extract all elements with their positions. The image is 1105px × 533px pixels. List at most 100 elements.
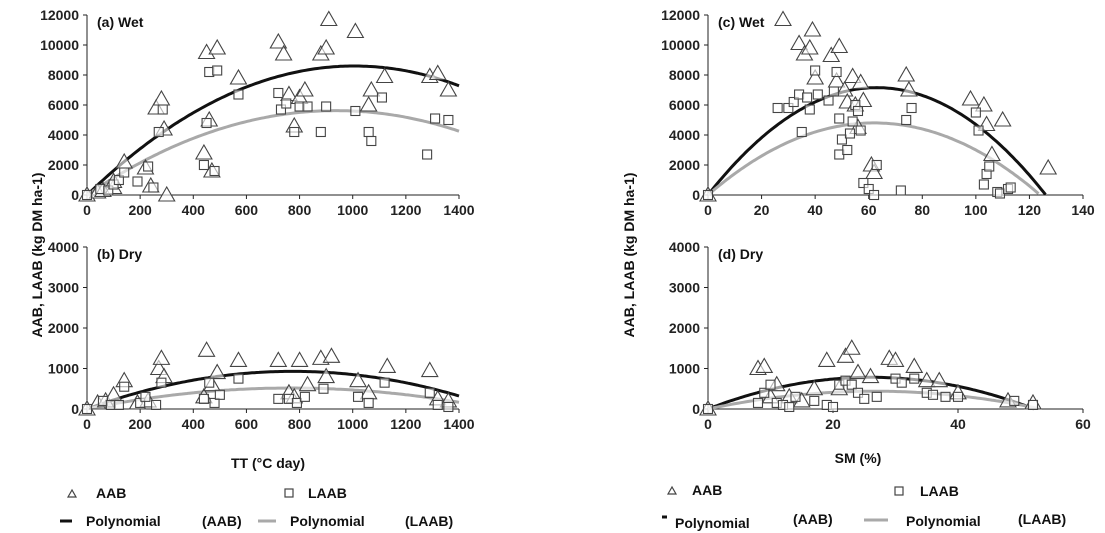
laab-point bbox=[201, 117, 212, 129]
x-axis-label-right: SM (%) bbox=[835, 450, 882, 466]
laab-point bbox=[443, 401, 454, 413]
laab-point bbox=[852, 387, 864, 398]
laab-point bbox=[132, 176, 143, 187]
laab-point bbox=[871, 391, 882, 402]
laab-point bbox=[784, 401, 795, 413]
y-tick-label: 3000 bbox=[48, 280, 79, 296]
laab-point bbox=[103, 185, 114, 196]
laab-point bbox=[984, 161, 995, 172]
laab-point bbox=[852, 105, 864, 117]
laab-point bbox=[198, 159, 209, 171]
y-tick-label: 2000 bbox=[669, 157, 700, 173]
laab-point bbox=[752, 397, 764, 408]
x-tick-label: 1400 bbox=[443, 202, 474, 218]
aab-point bbox=[290, 351, 309, 367]
x-tick-label: 1000 bbox=[337, 202, 368, 218]
laab-point bbox=[702, 403, 714, 415]
aab-point bbox=[378, 357, 397, 374]
fit-line-laab bbox=[86, 109, 460, 197]
aab-point bbox=[843, 67, 862, 84]
laab-point bbox=[363, 397, 374, 408]
panel-title: (a) Wet bbox=[97, 14, 144, 30]
x-tick-label: 400 bbox=[182, 202, 206, 218]
y-axis-label-left: AAB, LAAB (kg DM ha-1) bbox=[29, 173, 45, 338]
laab-point bbox=[834, 113, 845, 124]
laab-point bbox=[1027, 399, 1039, 411]
legend-left: AAB LAAB Polynomial (AAB) Polynomial (LA… bbox=[60, 485, 453, 529]
legend-poly-aab-paren: (AAB) bbox=[793, 511, 833, 527]
legend-poly-laab-label: Polynomial bbox=[906, 513, 981, 529]
x-tick-label: 1200 bbox=[390, 416, 421, 432]
laab-point bbox=[81, 189, 93, 201]
aab-point bbox=[317, 38, 336, 55]
aab-point bbox=[861, 367, 880, 384]
aab-point bbox=[375, 67, 394, 84]
laab-point bbox=[871, 159, 882, 171]
aab-point bbox=[805, 379, 824, 396]
laab-point bbox=[846, 379, 857, 390]
aab-point bbox=[774, 10, 792, 27]
y-tick-label: 4000 bbox=[48, 127, 79, 143]
laab-point bbox=[973, 125, 984, 136]
laab-point bbox=[315, 126, 326, 138]
aab-point bbox=[194, 143, 213, 160]
fit-line-aab bbox=[85, 64, 460, 197]
aab-point bbox=[295, 80, 314, 97]
aab-point bbox=[961, 89, 980, 106]
aab-point bbox=[428, 64, 447, 81]
x-tick-label: 1000 bbox=[337, 416, 368, 432]
laab-point bbox=[289, 126, 300, 138]
aab-point bbox=[269, 32, 288, 49]
y-tick-label: 2000 bbox=[48, 320, 79, 336]
panel-b-dry-tt: 0 1000 2000 3000 4000 0 200 400 600 800 1000 1200 14… bbox=[48, 239, 475, 432]
laab-point bbox=[204, 377, 215, 388]
laab-point bbox=[291, 397, 302, 408]
aab-point bbox=[208, 38, 227, 55]
laab-point bbox=[858, 177, 869, 189]
laab-point bbox=[863, 183, 874, 195]
laab-point bbox=[363, 126, 374, 138]
laab-point bbox=[765, 379, 776, 390]
x-tick-label: 40 bbox=[950, 416, 966, 432]
legend-poly-aab-label: Polynomial bbox=[675, 515, 750, 531]
x-tick-label: 1400 bbox=[443, 416, 474, 432]
x-tick-label: 200 bbox=[128, 202, 152, 218]
laab-point bbox=[702, 189, 714, 201]
laab-point bbox=[790, 391, 801, 402]
x-tick-label: 60 bbox=[861, 202, 877, 218]
aab-point bbox=[842, 339, 861, 355]
aab-point bbox=[152, 349, 171, 365]
laab-point bbox=[81, 403, 93, 415]
laab-point bbox=[823, 95, 834, 106]
aab-point bbox=[152, 89, 171, 106]
x-tick-label: 0 bbox=[83, 202, 91, 218]
fit-line-laab bbox=[707, 121, 1040, 197]
y-tick-label: 4000 bbox=[669, 239, 700, 255]
aab-point bbox=[800, 38, 819, 55]
laab-point bbox=[827, 401, 839, 413]
laab-point bbox=[1009, 395, 1020, 406]
aab-point bbox=[897, 65, 916, 82]
panel-d-dry-sm: 0 1000 2000 3000 4000 0 20 40 60 (d) Dry bbox=[669, 239, 1091, 432]
laab-point bbox=[909, 373, 920, 384]
laab-point bbox=[209, 397, 220, 408]
laab-point bbox=[809, 395, 820, 406]
aab-point bbox=[362, 80, 381, 97]
laab-point bbox=[901, 114, 912, 126]
laab-point bbox=[352, 391, 364, 402]
aab-point bbox=[836, 347, 855, 363]
laab-point bbox=[302, 101, 313, 112]
laab-point bbox=[847, 116, 858, 127]
laab-point bbox=[273, 87, 284, 99]
aab-point bbox=[298, 375, 317, 392]
y-tick-label: 8000 bbox=[48, 67, 79, 83]
x-tick-label: 40 bbox=[807, 202, 823, 218]
laab-point bbox=[443, 114, 454, 126]
aab-point bbox=[790, 34, 809, 51]
x-tick-label: 0 bbox=[704, 416, 712, 432]
x-tick-label: 1200 bbox=[390, 202, 421, 218]
laab-point bbox=[422, 149, 433, 160]
laab-point bbox=[895, 185, 906, 196]
aab-point bbox=[346, 22, 365, 39]
laab-point bbox=[796, 126, 807, 138]
